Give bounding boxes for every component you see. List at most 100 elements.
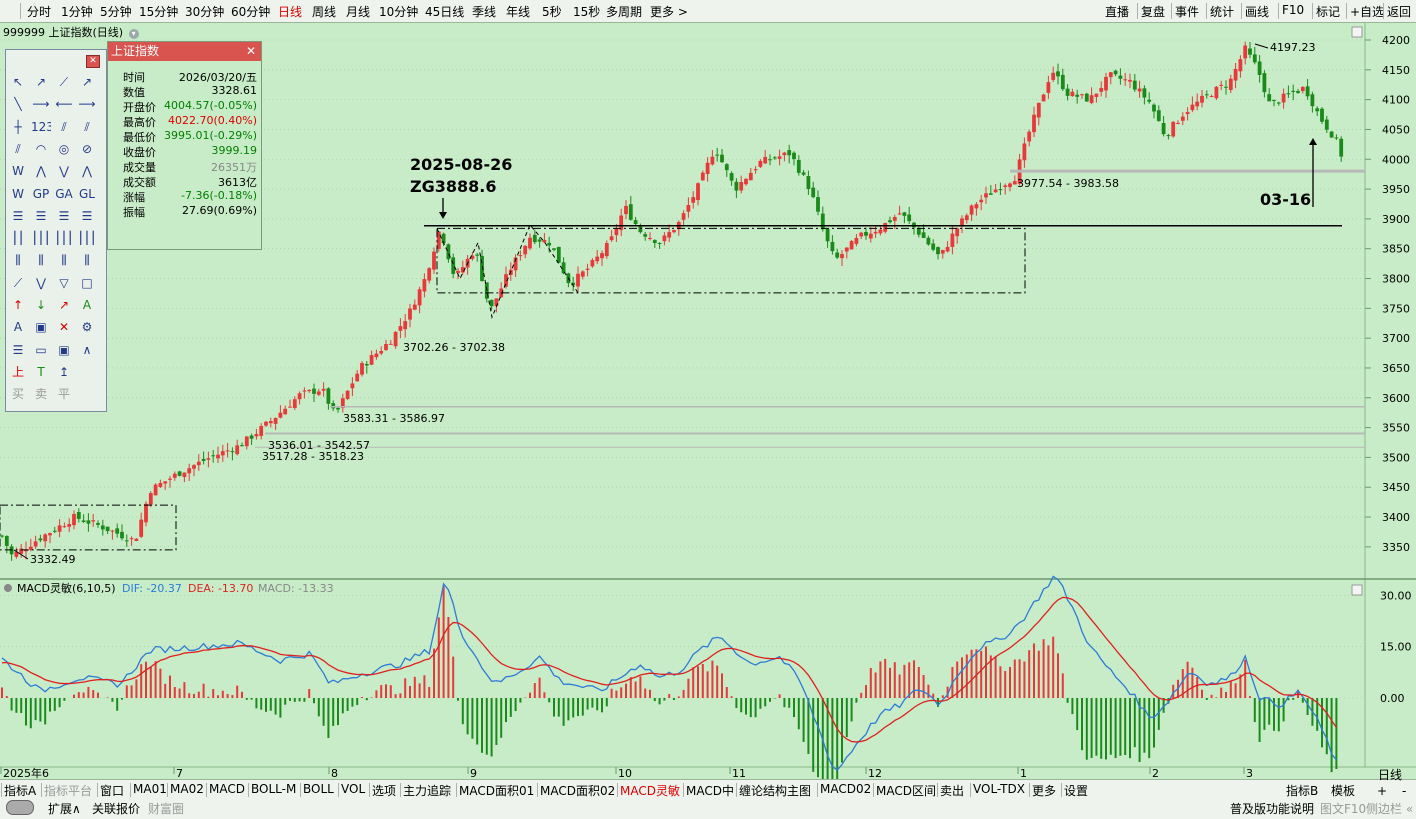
drawing-tool-button[interactable]: ⟵ [55,97,73,112]
drawing-tool-button[interactable]: GA [55,186,73,201]
indicator-tab[interactable]: MACD灵敏 [620,784,680,798]
footer-link[interactable]: 普及版功能说明 [1230,802,1315,816]
drawing-tool-button[interactable]: GL [79,186,95,201]
drawing-tool-button[interactable]: ⟶ [32,97,50,112]
drawing-tool-button[interactable]: W [12,164,24,179]
indicator-right-button[interactable]: 指标B [1286,784,1319,798]
drawing-tool-button[interactable]: ✕ [58,320,70,335]
period-tab[interactable]: 60分钟 [231,5,271,19]
drawing-toolbox[interactable]: ✕ ↖ ↗ ⟋ ↗ ╲ ⟶ ⟵ ⟶ ┼ 123 ⫽ ⫽ ⫽ ◠ ◎ ⊘ W ⋀ ⋁ ⋀ W GP GA GL ☰ ☰ ☰ ☰ ⎮⎮ ⎮⎮⎮… [5,49,107,412]
drawing-tool-button[interactable]: ∧ [82,342,92,357]
toolbar-button[interactable]: +自选 [1350,5,1385,19]
indicator-tab[interactable]: VOL [341,782,366,796]
drawing-tool-button[interactable]: ⋀ [36,164,46,179]
indicator-tab[interactable]: MACD面积01 [459,784,535,798]
drawing-tool-button[interactable]: ⊘ [81,141,93,156]
drawing-tool-button[interactable]: ↗ [81,75,93,89]
indicator-tab[interactable]: BOLL-M [251,782,297,796]
drawing-tool-button[interactable]: ╲ [14,97,22,112]
drawing-tool-button[interactable]: ⫽ [61,119,67,134]
drawing-tool-button[interactable]: ▣ [35,320,47,335]
footer-link[interactable]: 侧边栏 « [1366,802,1414,816]
toolbar-button[interactable]: 直播 [1105,5,1130,19]
drawing-tool-button[interactable]: 买 [11,387,24,402]
indicator-tab[interactable]: MA01 [133,782,167,796]
indicator-tab[interactable]: 卖出 [940,784,965,798]
indicator-tab[interactable]: 指标A [4,784,37,798]
drawing-tool-button[interactable]: □ [81,275,93,290]
drawing-tool-button[interactable]: ▭ [35,342,47,357]
indicator-tab[interactable]: 选项 [372,784,397,798]
indicator-tab[interactable]: MACD02 [820,782,872,796]
period-tab[interactable]: 多周期 [606,5,643,19]
drawing-tool-button[interactable]: ┼ [14,119,22,134]
drawing-tool-button[interactable]: ☰ [35,208,47,223]
drawing-tool-button[interactable]: ⎮⎮⎮ [31,231,51,246]
drawing-tool-button[interactable]: A [13,320,23,335]
indicator-tab[interactable]: BOLL [303,782,334,796]
gear-icon[interactable]: ▾ [128,29,139,39]
period-tab[interactable]: 15分钟 [139,5,179,19]
drawing-tool-button[interactable]: ⎮⎮⎮ [77,231,97,246]
drawing-tool-button[interactable]: ⫼ [38,253,44,268]
toolbar-button[interactable]: 事件 [1175,5,1200,19]
close-icon[interactable]: ✕ [86,55,100,68]
period-tab[interactable]: 年线 [506,5,531,19]
drawing-tool-button[interactable]: ▣ [58,342,70,357]
indicator-tab[interactable]: MACD中 [686,784,734,798]
drawing-tool-button[interactable]: ☰ [58,208,70,223]
period-tab[interactable]: 15秒 [573,5,601,19]
period-tab[interactable]: 日线 [278,5,303,19]
indicator-tab[interactable]: 窗口 [100,784,125,798]
period-tab[interactable]: 分时 [27,5,52,19]
drawing-tool-button[interactable]: ☰ [12,208,24,223]
indicator-right-button[interactable]: 日线 [1378,768,1403,782]
drawing-tool-button[interactable]: ⫽ [15,141,21,156]
period-tab[interactable]: 10分钟 [379,5,419,19]
drawing-tool-button[interactable]: 卖 [34,387,47,402]
close-icon[interactable]: ✕ [245,44,256,58]
drawing-tool-button[interactable]: ⋁ [36,275,46,290]
extension-tab[interactable]: 关联报价 [92,802,141,816]
indicator-tab[interactable]: 缠论结构主图 [739,784,812,798]
indicator-tab[interactable]: 主力追踪 [403,784,452,798]
drawing-tool-button[interactable]: ⚙ [81,320,93,335]
drawing-tool-button[interactable]: ↗ [35,75,47,89]
indicator-right-button[interactable]: + [1377,784,1388,798]
indicator-tab[interactable]: MACD面积02 [540,784,616,798]
period-tab[interactable]: 周线 [312,5,337,19]
toolbar-button[interactable]: 统计 [1210,5,1235,19]
drawing-tool-button[interactable]: ⫼ [61,253,67,268]
indicator-tab[interactable]: MA02 [170,782,204,796]
drawing-tool-button[interactable]: ⎮⎮ [11,231,25,246]
toolbar-button[interactable]: 画线 [1245,5,1270,19]
period-tab[interactable]: 1分钟 [61,5,93,19]
drawing-tool-button[interactable]: W [12,186,24,201]
drawing-tool-button[interactable]: 上 [11,364,24,379]
drawing-tool-button[interactable]: A [82,298,92,312]
period-tab[interactable]: 月线 [346,5,371,19]
quote-info-header[interactable]: 上证指数 ✕ [108,42,261,61]
drawing-tool-button[interactable]: ⋀ [82,164,92,179]
drawing-tool-button[interactable]: ↗ [58,298,70,312]
drawing-tool-button[interactable]: ⫽ [84,119,90,134]
period-tab[interactable]: 更多 > [650,5,688,19]
drawing-tool-button[interactable]: ⟋ [59,75,69,89]
quote-info-panel[interactable]: 上证指数 ✕ 时间 2026/03/20/五 数值 3328.61 开盘价 4004.57… [107,41,262,250]
toggle-icon[interactable] [6,800,34,815]
drawing-tool-button[interactable]: T [37,364,45,379]
period-tab[interactable]: 5秒 [542,5,562,19]
indicator-tab[interactable]: 设置 [1064,784,1089,798]
drawing-tool-button[interactable]: ◎ [58,141,70,156]
footer-link[interactable]: 图文F10 [1320,802,1367,816]
extension-tab[interactable]: 财富圈 [148,802,185,816]
drawing-tool-button[interactable]: ⟋ [13,275,23,290]
indicator-tab[interactable]: MACD区间 [876,784,936,798]
drawing-tool-button[interactable]: ▽ [59,275,69,290]
indicator-right-button[interactable]: - [1402,784,1407,798]
extension-tab[interactable]: 扩展∧ [48,802,81,816]
drawing-tool-button[interactable]: ↖ [12,75,24,89]
drawing-tool-button[interactable]: GP [32,186,50,201]
drawing-tool-button[interactable]: ☰ [12,342,24,357]
drawing-tool-button[interactable]: ☰ [81,208,93,223]
